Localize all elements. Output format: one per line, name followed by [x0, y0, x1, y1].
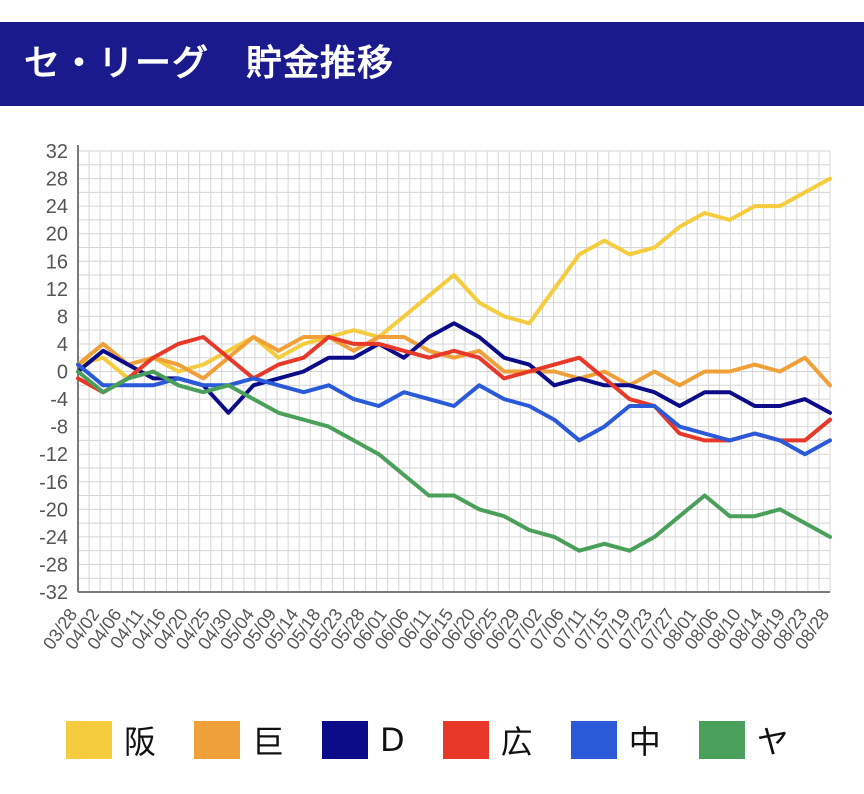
legend-swatch: [194, 721, 241, 759]
y-tick-label: 32: [46, 141, 68, 163]
y-tick-label: 20: [46, 224, 68, 246]
series-line-4: [76, 362, 832, 457]
y-tick-label: -12: [39, 444, 68, 466]
line-chart: 32 28 24 20 16 12 8 4 0 -4 -8 -12 -16 -20 -24 -28 -32 03…: [39, 141, 833, 653]
legend-item: 広: [442, 717, 533, 763]
legend-swatch: [66, 721, 112, 759]
legend-label: 阪: [124, 723, 157, 761]
y-tick-label: 4: [57, 334, 68, 356]
series-line-3: [76, 335, 832, 443]
y-tick-label: -32: [39, 582, 68, 604]
y-tick-labels: 32 28 24 20 16 12 8 4 0 -4 -8 -12 -16 -20 -24 -28 -32: [39, 141, 68, 604]
y-tick-label: 12: [46, 279, 68, 301]
legend-swatch: [442, 721, 489, 759]
y-tick-label: -20: [39, 499, 68, 521]
y-tick-label: 8: [57, 306, 68, 328]
series-line-5: [76, 369, 832, 553]
legend-item: ヤ: [698, 717, 789, 763]
legend-label: 広: [500, 723, 533, 761]
axis-layer: [77, 145, 830, 593]
y-tick-label: -24: [39, 527, 68, 549]
legend-item: D: [322, 721, 405, 759]
y-tick-label: 28: [46, 169, 68, 191]
series-layer: [76, 176, 832, 553]
legend-item: 巨: [194, 717, 284, 763]
legend-swatch: [570, 721, 617, 759]
legend-item: 中: [570, 717, 661, 763]
title-bar: セ・リーグ 貯金推移: [0, 22, 864, 106]
legend-label: D: [380, 721, 405, 759]
legend-label: 巨: [252, 723, 285, 761]
y-tick-label: -8: [50, 417, 68, 439]
series-line-1: [76, 335, 832, 388]
y-tick-label: -16: [39, 472, 68, 494]
y-tick-label: -28: [39, 554, 68, 576]
legend-label: ヤ: [756, 723, 789, 761]
legend-label: 中: [628, 723, 661, 761]
series-line-0: [76, 176, 832, 381]
x-tick-labels: 03/2804/0204/0604/1104/1604/2004/2504/30…: [39, 605, 833, 653]
y-tick-label: 16: [46, 251, 68, 273]
y-tick-label: 0: [57, 362, 68, 384]
legend-swatch: [322, 721, 369, 759]
legend-item: 阪: [66, 717, 156, 763]
legend-swatch: [698, 721, 745, 759]
page-title: セ・リーグ 貯金推移: [24, 43, 395, 84]
y-tick-label: 24: [46, 196, 68, 218]
y-tick-label: -4: [50, 389, 68, 411]
